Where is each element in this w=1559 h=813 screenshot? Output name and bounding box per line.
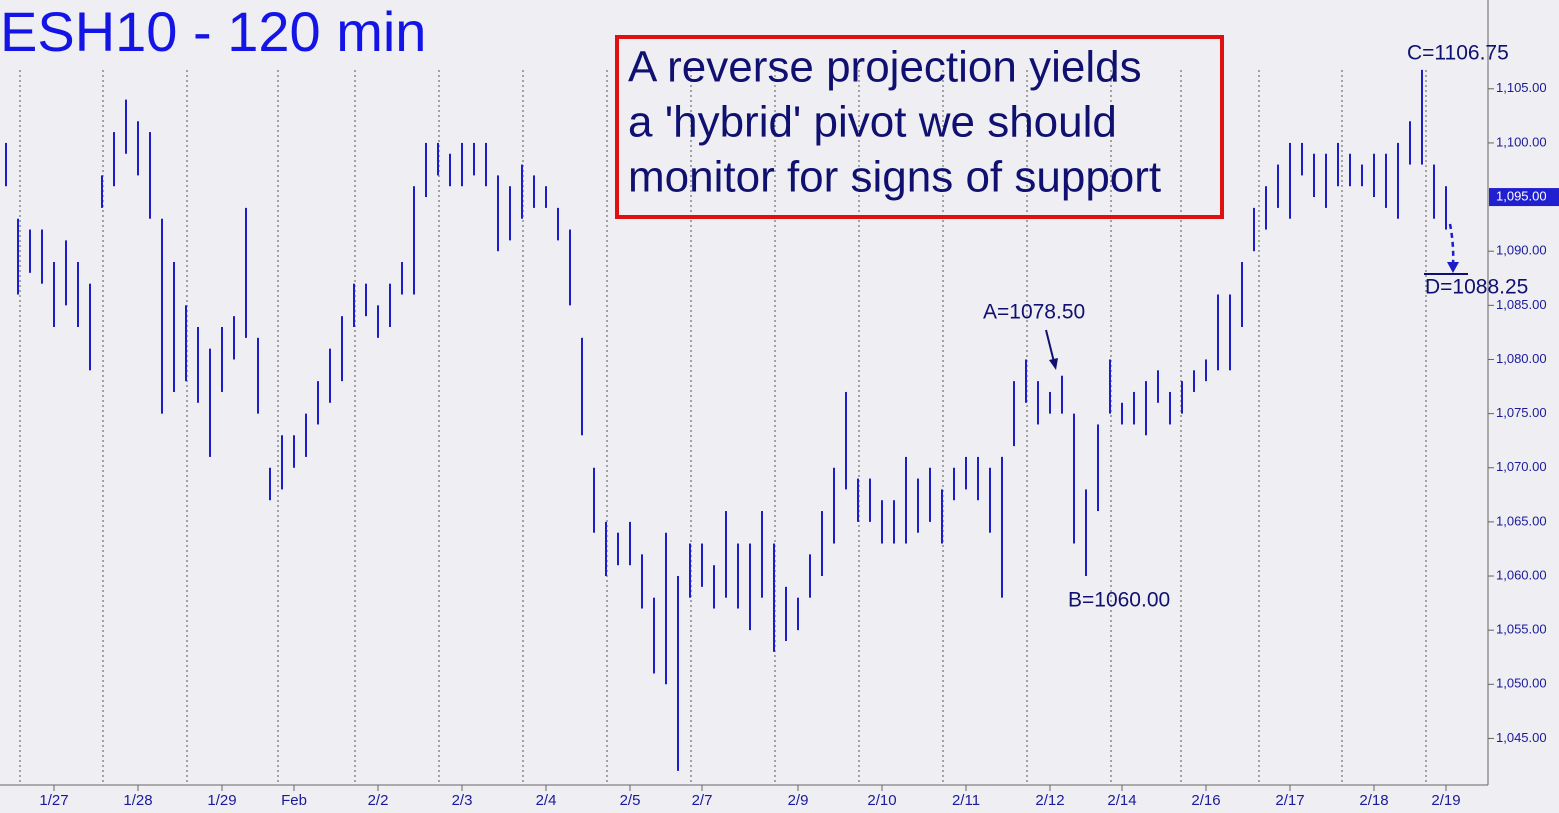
callout-line: a 'hybrid' pivot we should <box>628 98 1117 147</box>
callout-box <box>615 35 1224 219</box>
y-tick-label: 1,105.00 <box>1496 80 1547 95</box>
x-tick-label: 2/9 <box>788 792 809 809</box>
y-tick-label: 1,075.00 <box>1496 405 1547 420</box>
x-tick-label: 2/18 <box>1359 792 1388 809</box>
x-tick-label: 2/7 <box>692 792 713 809</box>
arrow-head <box>1447 262 1459 273</box>
x-tick-label: 2/12 <box>1035 792 1064 809</box>
session-separators <box>19 70 1427 785</box>
callout-line: monitor for signs of support <box>628 153 1161 202</box>
projection-arrow <box>1448 223 1455 265</box>
annotation: D=1088.25 <box>1425 276 1528 299</box>
x-tick-label: 1/29 <box>207 792 236 809</box>
last-price-label: 1,095.00 <box>1496 188 1547 203</box>
y-tick-label: 1,100.00 <box>1496 134 1547 149</box>
chart-title: ESH10 - 120 min <box>0 0 426 63</box>
x-tick-label: 1/28 <box>123 792 152 809</box>
x-tick-label: 2/17 <box>1275 792 1304 809</box>
x-tick-label: 2/14 <box>1107 792 1136 809</box>
annotation: C=1106.75 <box>1407 42 1509 65</box>
y-tick-label: 1,085.00 <box>1496 297 1547 312</box>
y-tick-label: 1,050.00 <box>1496 676 1547 691</box>
y-tick-label: 1,080.00 <box>1496 351 1547 366</box>
x-tick-label: 2/16 <box>1191 792 1220 809</box>
y-tick-label: 1,060.00 <box>1496 567 1547 582</box>
callout-line: A reverse projection yields <box>628 43 1142 92</box>
x-tick-label: 1/27 <box>39 792 68 809</box>
x-tick-label: 2/19 <box>1431 792 1460 809</box>
y-tick-label: 1,070.00 <box>1496 459 1547 474</box>
x-tick-label: 2/2 <box>368 792 389 809</box>
y-tick-label: 1,065.00 <box>1496 513 1547 528</box>
y-tick-label: 1,045.00 <box>1496 730 1547 745</box>
x-tick-label: 2/10 <box>867 792 896 809</box>
annotation-arrow <box>1045 329 1055 363</box>
x-tick-label: 2/4 <box>536 792 557 809</box>
annotation: A=1078.50 <box>983 301 1085 324</box>
annotation: B=1060.00 <box>1068 589 1170 612</box>
x-tick-label: 2/11 <box>952 792 980 809</box>
last-price-box <box>1489 188 1559 207</box>
y-tick-label: 1,055.00 <box>1496 622 1547 637</box>
x-tick-label: 2/5 <box>620 792 641 809</box>
x-tick-label: Feb <box>281 792 307 809</box>
y-tick-label: 1,090.00 <box>1496 243 1547 258</box>
arrow-head <box>1049 358 1058 370</box>
x-tick-label: 2/3 <box>452 792 473 809</box>
price-bars <box>5 69 1447 771</box>
